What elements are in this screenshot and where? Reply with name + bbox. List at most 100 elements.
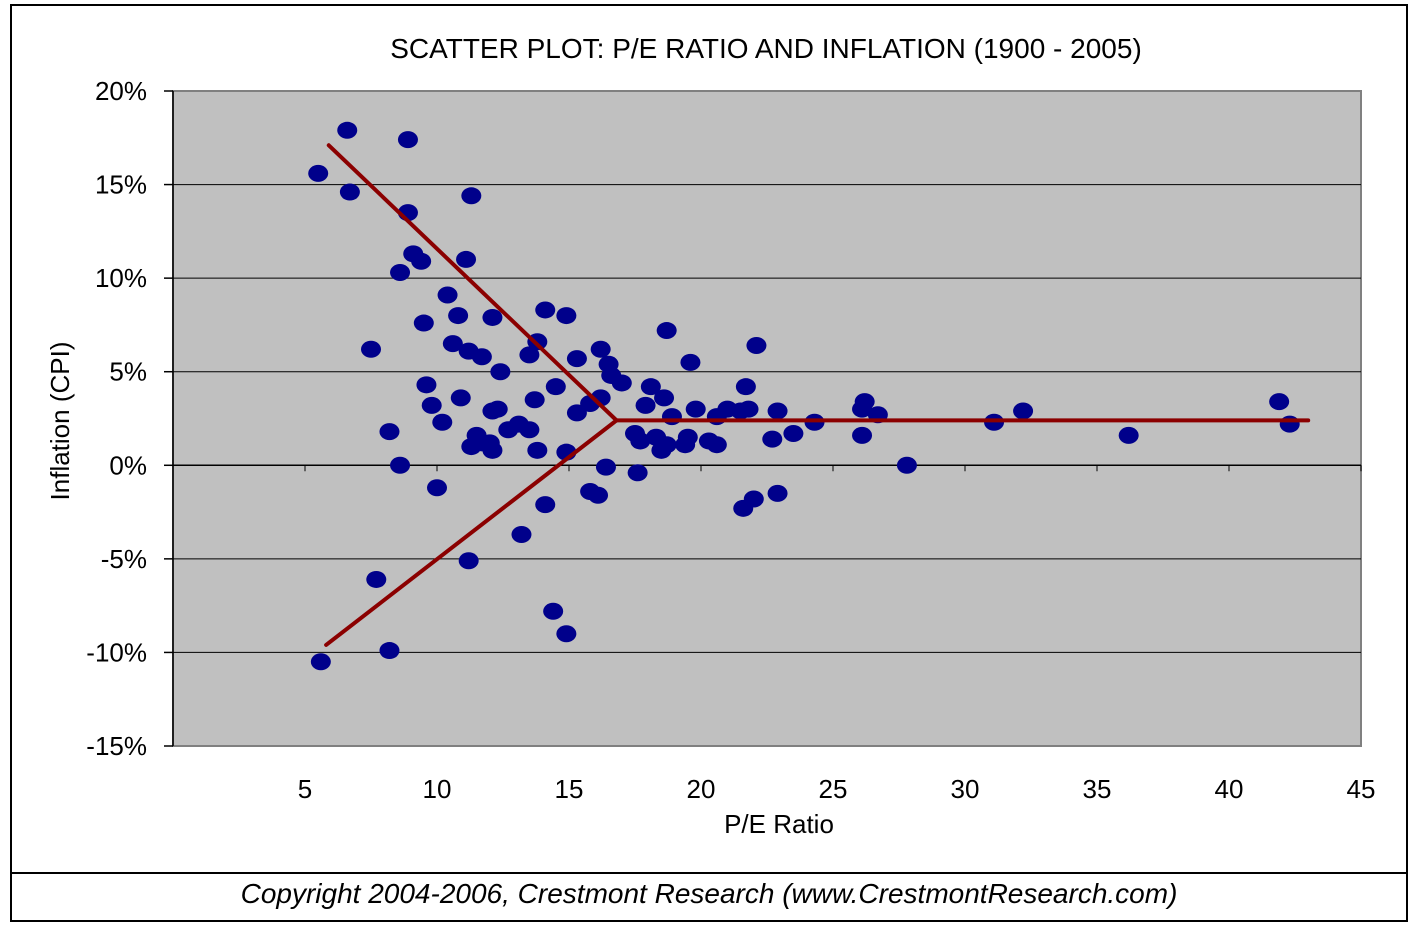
data-point — [556, 307, 577, 325]
x-tick-label: 25 — [819, 774, 848, 804]
data-point — [458, 552, 479, 570]
data-point — [535, 301, 556, 319]
y-tick-label: 0% — [109, 450, 147, 480]
data-point — [661, 408, 682, 426]
data-point — [379, 642, 400, 660]
axes — [164, 90, 1362, 747]
data-point — [361, 340, 381, 358]
x-tick-label: 15 — [555, 774, 584, 804]
data-point — [490, 363, 511, 381]
data-point — [706, 436, 727, 454]
data-point — [437, 286, 458, 304]
data-point — [527, 441, 548, 459]
data-point — [379, 423, 400, 441]
data-point — [390, 456, 411, 474]
data-point — [1013, 402, 1034, 420]
x-tick-label: 5 — [298, 774, 312, 804]
data-point — [524, 391, 545, 409]
data-point — [677, 428, 698, 446]
data-point — [519, 421, 540, 439]
data-point — [1269, 393, 1290, 411]
data-point — [461, 187, 482, 205]
data-point — [413, 314, 434, 332]
data-point — [535, 496, 556, 514]
data-point — [450, 389, 471, 407]
data-point — [482, 308, 503, 326]
data-point — [590, 340, 611, 358]
y-tick-label: 20% — [95, 76, 147, 106]
data-point — [588, 486, 609, 504]
data-point — [640, 378, 661, 396]
data-point — [656, 436, 677, 454]
data-point — [595, 458, 616, 476]
data-point — [482, 441, 503, 459]
data-point — [427, 479, 447, 497]
data-point — [556, 625, 577, 643]
x-tick-label: 20 — [687, 774, 716, 804]
data-point — [442, 335, 463, 353]
data-point — [635, 396, 656, 414]
data-point — [456, 250, 477, 268]
x-tick-label: 10 — [423, 774, 452, 804]
data-point — [783, 424, 804, 442]
data-point — [397, 131, 418, 149]
copyright-footer: Copyright 2004-2006, Crestmont Research … — [240, 878, 1178, 909]
data-point — [1118, 426, 1139, 444]
data-point — [738, 400, 759, 418]
y-tick-label: 10% — [95, 263, 147, 293]
data-point — [896, 456, 917, 474]
y-tick-label: -15% — [86, 731, 147, 761]
data-point — [566, 404, 587, 422]
data-point — [411, 252, 432, 270]
chart-frame — [10, 4, 1408, 922]
y-tick-label: 5% — [109, 357, 147, 387]
data-points — [308, 121, 1300, 671]
y-tick-label: -5% — [101, 544, 147, 574]
data-point — [308, 164, 329, 182]
x-tick-label: 40 — [1215, 774, 1244, 804]
data-point — [611, 374, 632, 392]
y-tick-label: 15% — [95, 170, 147, 200]
data-point — [519, 346, 540, 364]
data-point — [471, 348, 492, 366]
data-point — [746, 337, 767, 355]
data-point — [511, 526, 532, 544]
y-axis-title: Inflation (CPI) — [45, 342, 75, 501]
x-axis-title: P/E Ratio — [724, 809, 834, 839]
x-tick-label: 35 — [1083, 774, 1112, 804]
data-point — [310, 653, 331, 671]
data-point — [432, 413, 453, 431]
data-point — [852, 426, 873, 444]
data-point — [630, 432, 651, 450]
data-point — [735, 378, 756, 396]
trend-line — [324, 418, 619, 647]
data-point — [339, 183, 360, 201]
y-tick-label: -10% — [86, 637, 147, 667]
data-point — [680, 353, 701, 371]
data-point — [627, 464, 648, 482]
data-point — [545, 378, 566, 396]
x-tick-label: 30 — [951, 774, 980, 804]
chart-title: SCATTER PLOT: P/E RATIO AND INFLATION (1… — [390, 33, 1142, 64]
x-tick-label: 45 — [1347, 774, 1376, 804]
data-point — [1279, 415, 1300, 433]
data-point — [685, 400, 706, 418]
data-point — [762, 430, 783, 448]
trend-lines — [324, 143, 1311, 647]
data-point — [448, 307, 469, 325]
data-point — [767, 484, 788, 502]
data-point — [743, 490, 764, 508]
footer-divider — [10, 872, 1408, 874]
trend-line — [326, 143, 619, 423]
data-point — [337, 121, 358, 139]
data-point — [854, 393, 875, 411]
data-point — [543, 602, 564, 620]
data-point — [390, 264, 411, 282]
tick-labels: -15% -10% -5% 0% 5% 10% 15% 20% 5 10 15 20 25 30 35 40 4… — [86, 76, 1375, 804]
data-point — [566, 350, 587, 368]
data-point — [656, 322, 677, 340]
data-point — [767, 402, 788, 420]
data-point — [654, 389, 675, 407]
data-point — [366, 570, 387, 588]
